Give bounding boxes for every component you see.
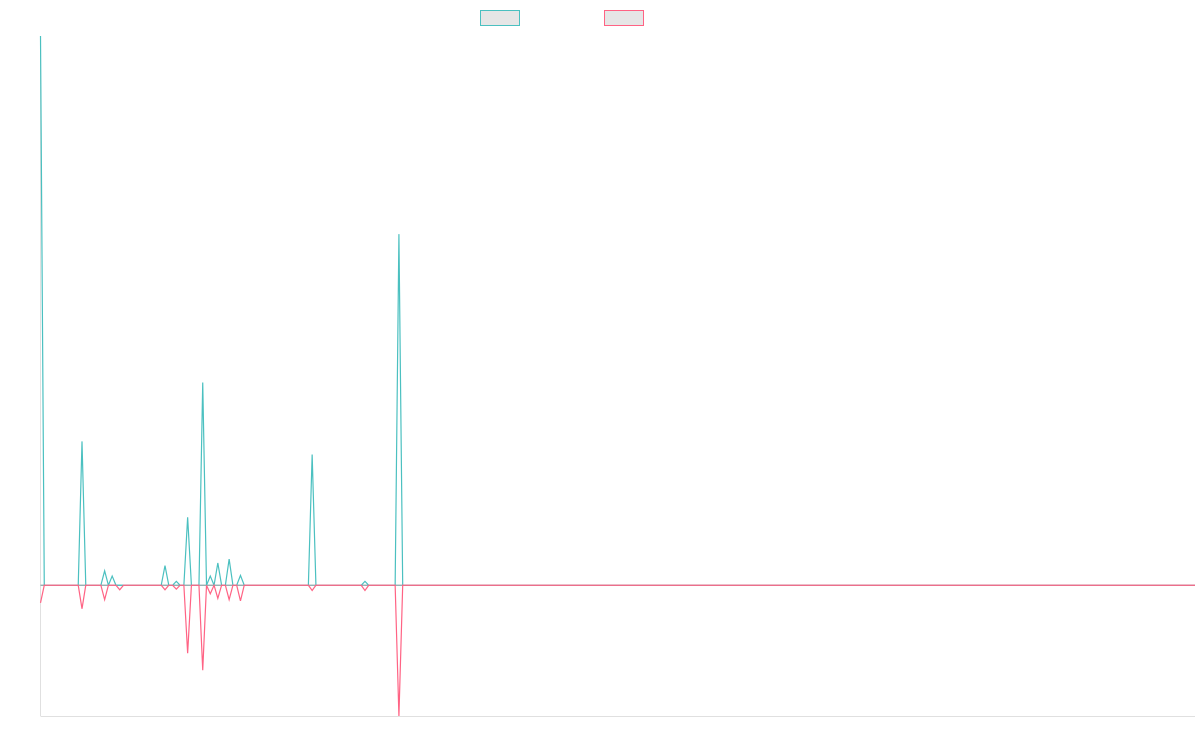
- series-line-2[interactable]: [39, 583, 1196, 717]
- legend-item-series-2[interactable]: [604, 9, 650, 26]
- legend: [0, 9, 1200, 27]
- series-line-1[interactable]: [39, 35, 1196, 588]
- legend-item-series-1[interactable]: [480, 9, 526, 26]
- legend-swatch-series-2: [604, 9, 644, 26]
- legend-swatch-series-1: [480, 9, 520, 26]
